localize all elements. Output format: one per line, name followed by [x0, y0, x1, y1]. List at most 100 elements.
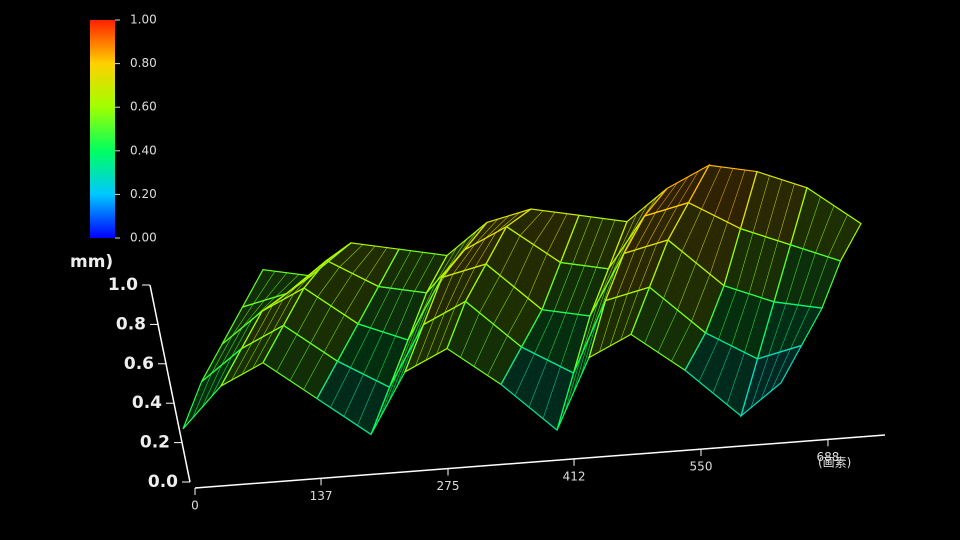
- mesh-line: [363, 331, 384, 375]
- mesh-line: [620, 290, 639, 341]
- mesh-line: [695, 215, 715, 263]
- mesh-line: [644, 298, 664, 344]
- mesh-line: [546, 213, 568, 254]
- mesh-line: [435, 247, 458, 283]
- z-tick-label: 0.4: [132, 393, 162, 413]
- mesh-line: [677, 262, 697, 311]
- z-tick-label: 0.2: [140, 433, 170, 453]
- colorbar-tick-label: 0.20: [130, 187, 157, 201]
- mesh-line: [736, 232, 754, 290]
- mesh-line: [617, 213, 638, 256]
- mesh-line: [513, 244, 534, 287]
- z-tick-label: 0.6: [124, 354, 154, 374]
- mesh-line: [390, 250, 412, 289]
- mesh-line: [387, 355, 407, 404]
- mesh-line: [192, 373, 212, 419]
- mesh-line: [479, 275, 501, 313]
- mesh-line: [365, 247, 388, 281]
- colorbar: [90, 20, 115, 238]
- mesh-line: [809, 256, 829, 307]
- mesh-line: [779, 304, 799, 353]
- colorbar-tick-label: 1.00: [130, 13, 157, 27]
- mesh-line: [790, 306, 811, 349]
- mesh-line: [698, 339, 719, 382]
- mesh-line: [264, 272, 288, 301]
- mesh-line: [691, 274, 711, 322]
- mesh-line: [598, 255, 618, 301]
- colorbar-tick-label: 0.00: [130, 231, 157, 245]
- mesh-line: [572, 336, 590, 394]
- mesh-line: [533, 211, 556, 245]
- x-tick-label: 412: [563, 469, 586, 483]
- mesh-line: [463, 238, 486, 271]
- mesh-line: [827, 214, 848, 258]
- mesh-line: [272, 293, 294, 332]
- mesh-line: [542, 366, 561, 419]
- mesh-line: [581, 300, 599, 356]
- x-axis-label: (画素): [818, 456, 851, 470]
- mesh-line: [262, 299, 284, 338]
- mesh-line: [330, 367, 351, 408]
- z-axis: [149, 284, 191, 483]
- mesh-line: [330, 273, 353, 307]
- mesh-line: [666, 176, 689, 210]
- mesh-line: [677, 170, 699, 207]
- mesh-line: [276, 334, 298, 372]
- mesh-line: [797, 252, 816, 306]
- mesh-line: [671, 321, 692, 362]
- x-tick-label: 275: [437, 479, 460, 493]
- mesh-line: [768, 303, 787, 356]
- mesh-line: [507, 298, 529, 336]
- mesh-line: [638, 243, 658, 291]
- mesh-line: [802, 196, 821, 249]
- mesh-line: [487, 335, 508, 376]
- mesh-line: [770, 348, 791, 392]
- surface: [182, 163, 862, 436]
- mesh-line: [397, 324, 417, 372]
- mesh-line: [519, 210, 544, 236]
- mesh-line: [352, 245, 376, 274]
- mesh-line: [572, 216, 592, 265]
- mesh-line: [402, 252, 424, 290]
- mesh-line: [382, 289, 403, 333]
- mesh-line: [310, 305, 332, 344]
- mesh-line: [251, 305, 273, 343]
- mesh-line: [474, 232, 497, 268]
- mesh-line: [221, 327, 243, 366]
- mesh-line: [406, 308, 426, 357]
- mesh-line: [485, 215, 510, 239]
- mesh-line: [414, 292, 434, 341]
- mesh-line: [744, 297, 762, 353]
- mesh-line: [718, 289, 737, 340]
- mesh-line: [241, 336, 263, 375]
- mesh-line: [339, 244, 364, 268]
- mesh-line: [252, 331, 274, 369]
- mesh-line: [714, 168, 734, 216]
- mesh-line: [493, 286, 515, 325]
- mesh-line: [584, 218, 604, 266]
- mesh-line: [528, 359, 548, 408]
- mesh-line: [596, 219, 616, 268]
- mesh-line: [474, 218, 499, 245]
- mesh-line: [445, 238, 468, 272]
- mesh-line: [272, 285, 297, 306]
- mesh-line: [379, 371, 399, 419]
- mesh-line: [750, 355, 769, 408]
- mesh-line: [211, 356, 232, 397]
- mesh-line: [681, 209, 702, 252]
- mesh-line: [436, 307, 456, 355]
- mesh-line: [293, 268, 317, 295]
- mesh-line: [344, 279, 366, 316]
- mesh-line: [296, 296, 318, 335]
- colorbar-tick-label: 0.80: [130, 56, 157, 70]
- mesh-line: [564, 354, 582, 413]
- z-tick-label: 1.0: [108, 275, 138, 295]
- mesh-line: [343, 374, 364, 417]
- mesh-line: [645, 209, 667, 247]
- mesh-line: [560, 314, 579, 367]
- mesh-line: [527, 253, 548, 299]
- mesh-line: [495, 212, 521, 233]
- colorbar-tick-label: 0.40: [130, 143, 157, 157]
- x-tick-label: 0: [191, 499, 199, 513]
